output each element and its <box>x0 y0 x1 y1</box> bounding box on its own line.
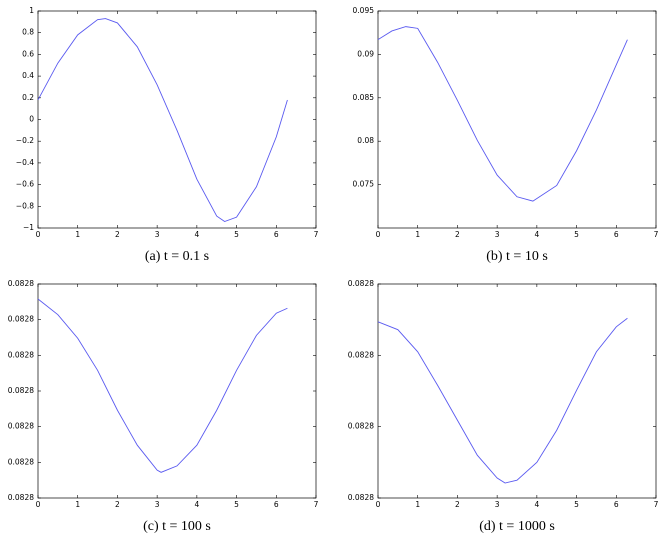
x-tick-label: 0 <box>376 230 381 239</box>
data-line <box>377 317 628 484</box>
x-tick-label: 7 <box>654 500 659 509</box>
y-tick-label: 0.2 <box>22 93 34 102</box>
y-tick-label: 0.4 <box>22 71 34 80</box>
data-line <box>37 298 288 473</box>
x-tick-label: 5 <box>234 500 239 509</box>
axes-box <box>377 10 657 229</box>
y-tick-label: 0.8 <box>22 28 34 37</box>
x-tick-label: 4 <box>194 230 199 239</box>
y-tick-label: 0.09 <box>357 49 374 58</box>
x-tick-label: 4 <box>194 500 199 509</box>
y-tick-label: 0.095 <box>353 6 375 15</box>
y-tick-label: 0.0828 <box>8 386 34 395</box>
x-tick-label: 0 <box>376 500 381 509</box>
y-tick-label: 0 <box>29 115 34 124</box>
x-tick-label: 2 <box>455 230 460 239</box>
x-tick-label: 3 <box>495 230 500 239</box>
caption: (d) t = 1000 s <box>479 519 555 534</box>
y-tick-label: −0.4 <box>16 158 34 167</box>
y-tick-label: −0.8 <box>16 201 34 210</box>
x-tick-label: 1 <box>415 230 420 239</box>
x-tick-label: 2 <box>115 230 120 239</box>
x-tick-label: 3 <box>155 230 160 239</box>
y-tick-label: 0.0828 <box>348 493 374 502</box>
x-tick-label: 5 <box>234 230 239 239</box>
x-tick-label: 5 <box>574 500 579 509</box>
y-tick-label: 0.0828 <box>8 493 34 502</box>
x-tick-label: 4 <box>534 500 539 509</box>
x-tick-label: 7 <box>654 230 659 239</box>
x-tick-label: 7 <box>314 500 319 509</box>
y-tick-label: 0.08 <box>357 136 374 145</box>
x-tick-label: 4 <box>534 230 539 239</box>
caption: (a) t = 0.1 s <box>145 249 209 264</box>
y-tick-label: 0.0828 <box>8 315 34 324</box>
x-tick-label: 1 <box>75 500 80 509</box>
y-tick-label: 0.0828 <box>8 422 34 431</box>
x-tick-label: 1 <box>415 500 420 509</box>
x-tick-label: 6 <box>614 230 619 239</box>
x-tick-label: 6 <box>274 230 279 239</box>
x-tick-label: 0 <box>36 230 41 239</box>
caption: (c) t = 100 s <box>143 519 211 534</box>
axes-box <box>37 10 317 229</box>
y-tick-label: 0.0828 <box>8 457 34 466</box>
y-tick-label: 0.085 <box>353 93 375 102</box>
y-tick-label: −1 <box>23 223 34 232</box>
x-tick-label: 3 <box>155 500 160 509</box>
y-tick-label: 0.0828 <box>348 422 374 431</box>
y-tick-label: 0.6 <box>22 49 34 58</box>
data-line <box>37 18 288 222</box>
x-tick-label: 6 <box>614 500 619 509</box>
y-tick-label: 0.0828 <box>8 279 34 288</box>
data-line <box>377 26 628 202</box>
y-tick-label: 0.0828 <box>348 350 374 359</box>
x-tick-label: 6 <box>274 500 279 509</box>
y-tick-label: −0.6 <box>16 180 34 189</box>
axes-box <box>377 283 657 499</box>
y-tick-label: 0.0828 <box>348 279 374 288</box>
x-tick-label: 0 <box>36 500 41 509</box>
x-tick-label: 3 <box>495 500 500 509</box>
y-tick-label: 1 <box>29 6 34 15</box>
x-tick-label: 5 <box>574 230 579 239</box>
y-tick-label: −0.2 <box>16 136 34 145</box>
y-tick-label: 0.075 <box>353 180 375 189</box>
x-tick-label: 1 <box>75 230 80 239</box>
x-tick-label: 2 <box>455 500 460 509</box>
x-tick-label: 7 <box>314 230 319 239</box>
caption: (b) t = 10 s <box>486 249 548 264</box>
y-tick-label: 0.0828 <box>8 350 34 359</box>
x-tick-label: 2 <box>115 500 120 509</box>
